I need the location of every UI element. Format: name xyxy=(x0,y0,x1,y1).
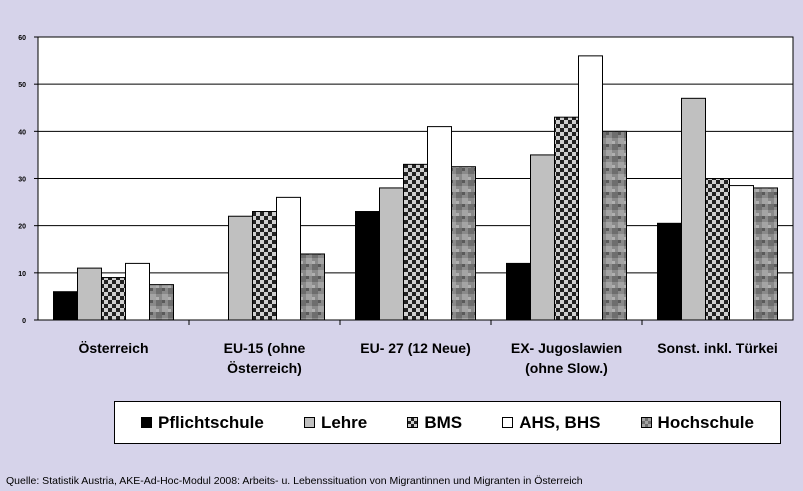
legend-swatch-bms xyxy=(407,417,419,428)
bar-hochschule-3 xyxy=(602,130,627,321)
legend-swatch-ahs-bhs xyxy=(502,417,514,428)
bar-bms-3 xyxy=(554,116,579,321)
bar-lehre-1 xyxy=(228,215,253,321)
bar-lehre-2 xyxy=(379,187,404,321)
y-tick-label: 20 xyxy=(18,224,26,231)
y-tick-label: 60 xyxy=(18,35,26,42)
legend-label-ahs-bhs: AHS, BHS xyxy=(519,412,601,432)
bar-ahs-bhs-1 xyxy=(276,196,301,321)
bar-lehre-4 xyxy=(681,97,706,321)
bar-bms-0 xyxy=(101,277,126,321)
bar-lehre-3 xyxy=(530,154,555,321)
bar-ahs-bhs-3 xyxy=(578,55,603,321)
bar-bms-2 xyxy=(403,163,428,321)
bar-pflichtschule-4 xyxy=(657,222,682,321)
y-tick-label: 30 xyxy=(18,177,26,184)
x-category-label: Sonst. inkl. Türkei xyxy=(657,340,778,356)
legend-item-lehre: Lehre xyxy=(303,412,368,433)
x-category-label: (ohne Slow.) xyxy=(525,360,608,376)
legend-swatch-lehre xyxy=(303,417,315,428)
x-category-label: Österreich xyxy=(78,340,148,356)
x-category-label: EX- Jugoslawien xyxy=(511,340,622,356)
bar-pflichtschule-0 xyxy=(53,291,78,321)
y-axis-ticks: 0 10 20 30 40 50 60 xyxy=(18,35,643,325)
legend-label-bms: BMS xyxy=(424,412,463,432)
bar-hochschule-2 xyxy=(451,166,476,321)
bar-lehre-0 xyxy=(77,267,102,321)
legend-label-hochschule: Hochschule xyxy=(657,412,754,432)
legend-label-lehre: Lehre xyxy=(320,412,368,432)
legend: Pflichtschule Lehre BMS AHS, BHS Hochsch… xyxy=(114,401,781,444)
legend-item-pflichtschule: Pflichtschule xyxy=(141,413,264,433)
x-category-label: Österreich) xyxy=(227,360,302,376)
bar-hochschule-4 xyxy=(753,187,778,321)
bar-bms-1 xyxy=(252,211,277,321)
bar-hochschule-0 xyxy=(149,284,174,321)
bar-pflichtschule-3 xyxy=(506,262,531,321)
legend-swatch-pflichtschule xyxy=(141,417,153,428)
y-tick-label: 0 xyxy=(22,318,26,325)
legend-item-bms: BMS xyxy=(407,413,462,433)
source-note: Quelle: Statistik Austria, AKE-Ad-Hoc-Mo… xyxy=(6,475,583,487)
legend-item-hochschule: Hochschule xyxy=(640,412,754,433)
bar-pflichtschule-2 xyxy=(355,211,380,321)
y-tick-label: 40 xyxy=(18,129,26,136)
y-tick-label: 10 xyxy=(18,271,26,278)
x-axis-labels: Österreich EU-15 (ohne Österreich) EU- 27 (… xyxy=(78,340,777,376)
x-category-label: EU-15 (ohne xyxy=(224,340,306,356)
y-tick-label: 50 xyxy=(18,82,26,89)
bar-ahs-bhs-2 xyxy=(427,126,452,321)
bars xyxy=(53,55,778,321)
bar-bms-4 xyxy=(705,178,730,321)
bar-ahs-bhs-4 xyxy=(729,185,754,321)
bar-ahs-bhs-0 xyxy=(125,262,150,321)
bar-hochschule-1 xyxy=(300,253,325,321)
legend-label-pflichtschule: Pflichtschule xyxy=(158,412,264,432)
legend-item-ahs-bhs: AHS, BHS xyxy=(502,413,600,433)
legend-swatch-hochschule xyxy=(640,417,652,428)
x-category-label: EU- 27 (12 Neue) xyxy=(360,340,470,356)
